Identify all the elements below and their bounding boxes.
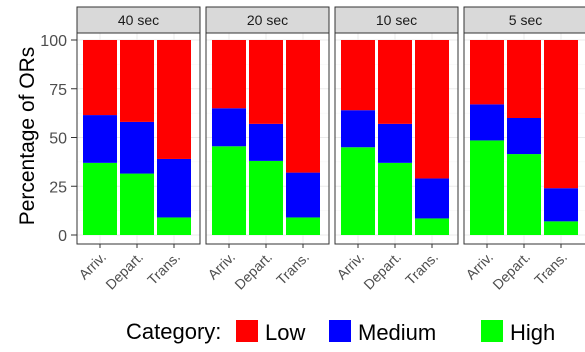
y-tick-label: 0	[58, 228, 67, 245]
bar-segment-low	[341, 40, 375, 111]
legend-key-high	[481, 320, 503, 342]
x-tick-label: Arriv.	[204, 249, 238, 283]
facet-label: 20 sec	[247, 12, 288, 28]
bar-segment-high	[507, 154, 541, 235]
legend-title: Category:	[126, 319, 221, 344]
bar-segment-high	[83, 162, 117, 235]
legend-label: Medium	[358, 320, 436, 345]
legend: Category: Low Medium High	[126, 319, 555, 345]
bar-segment-high	[120, 173, 154, 235]
facet-strip	[76, 6, 201, 34]
facet-label: 5 sec	[509, 12, 542, 28]
bar-segment-low	[120, 40, 154, 122]
bar-segment-medium	[249, 123, 283, 161]
bar-segment-low	[544, 40, 578, 189]
x-tick-label: Trans.	[273, 249, 312, 288]
bar-segment-high	[378, 162, 412, 235]
facet-strip	[334, 6, 459, 34]
bar-segment-low	[507, 40, 541, 118]
bar-segment-high	[470, 140, 504, 235]
legend-label: High	[510, 320, 555, 345]
bar-segment-high	[249, 160, 283, 235]
bar-segment-medium	[470, 104, 504, 141]
x-tick-label: Depart.	[489, 249, 533, 293]
x-tick-label: Arriv.	[333, 249, 367, 283]
bar-segment-medium	[544, 188, 578, 222]
panel-border	[205, 32, 330, 245]
y-axis-title: Percentage of ORs	[16, 47, 39, 226]
bar-segment-low	[415, 40, 449, 179]
bar-segment-high	[544, 221, 578, 235]
bar-segment-medium	[286, 172, 320, 218]
legend-key-low	[236, 320, 258, 342]
facet-panel: 5 sec Arriv.Depart.Trans.	[462, 6, 585, 293]
x-tick-label: Trans.	[144, 249, 183, 288]
y-tick-label: 25	[49, 179, 67, 196]
panel-border	[334, 32, 459, 245]
y-axis: 0 25 50 75 100	[40, 33, 77, 245]
bar-segment-low	[249, 40, 283, 124]
bar-segment-medium	[83, 115, 117, 163]
bar-segment-low	[286, 40, 320, 173]
bar-segment-medium	[415, 178, 449, 219]
x-tick-label: Depart.	[360, 249, 404, 293]
bar-segment-medium	[378, 123, 412, 163]
x-tick-label: Trans.	[531, 249, 570, 288]
bar-segment-high	[286, 217, 320, 235]
x-tick-label: Depart.	[231, 249, 275, 293]
y-tick-label: 50	[49, 131, 67, 148]
bar-segment-high	[341, 147, 375, 235]
x-tick-label: Trans.	[402, 249, 441, 288]
y-tick-label: 100	[40, 33, 67, 50]
x-tick-label: Arriv.	[75, 249, 109, 283]
legend-label: Low	[265, 320, 305, 345]
bar-segment-low	[470, 40, 504, 105]
bar-segment-medium	[507, 118, 541, 155]
facet-strip	[205, 6, 330, 34]
facet-strip	[463, 6, 585, 34]
facet-panel: 10 sec Arriv.Depart.Trans.	[333, 6, 459, 293]
bar-segment-medium	[120, 121, 154, 174]
x-tick-label: Arriv.	[462, 249, 496, 283]
bar-segment-low	[212, 40, 246, 109]
bar-segment-medium	[212, 108, 246, 147]
y-tick-label: 75	[49, 82, 67, 99]
panel-border	[463, 32, 585, 245]
bar-segment-high	[157, 217, 191, 235]
bar-segment-medium	[157, 158, 191, 218]
bar-segment-low	[378, 40, 412, 124]
bar-segment-low	[83, 40, 117, 116]
bar-segment-medium	[341, 110, 375, 148]
bar-segment-low	[157, 40, 191, 159]
x-tick-label: Depart.	[102, 249, 146, 293]
bar-segment-high	[415, 218, 449, 235]
legend-key-medium	[329, 320, 351, 342]
panel-border	[76, 32, 201, 245]
facet-label: 40 sec	[118, 12, 159, 28]
bar-segment-high	[212, 146, 246, 235]
facet-panel: 20 sec Arriv.Depart.Trans.	[204, 6, 330, 293]
facet-panel: 40 sec Arriv.Depart.Trans.	[75, 6, 201, 293]
facet-label: 10 sec	[376, 12, 417, 28]
